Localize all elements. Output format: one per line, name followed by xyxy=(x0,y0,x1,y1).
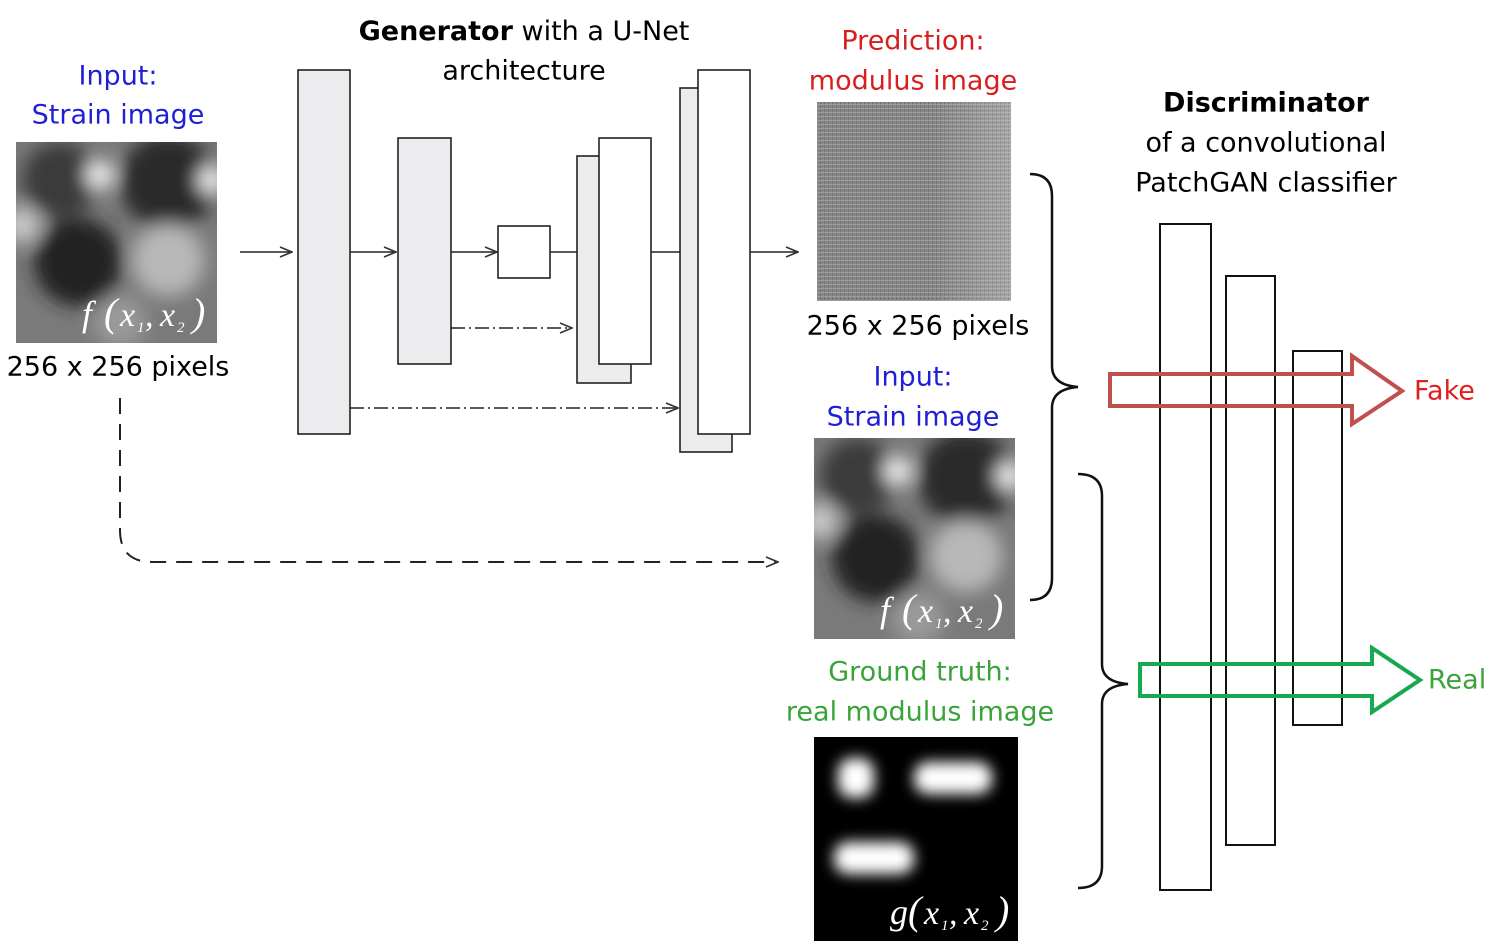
discriminator-layers xyxy=(1159,223,1343,891)
input2-formula-lparen: ( xyxy=(902,586,918,631)
generator-title-bold: Generator xyxy=(359,16,514,47)
input2-formula-comma: , xyxy=(943,593,952,630)
fake-pair-brace xyxy=(1029,172,1079,602)
gt-formula-sub2: 2 xyxy=(981,918,989,934)
input2-strain-image: f ( x 1 , x 2 ) xyxy=(814,438,1015,639)
prediction-label-line1: Prediction: xyxy=(841,26,984,57)
gt-formula-g: g xyxy=(890,892,908,932)
generator-title-line2: architecture xyxy=(442,56,605,87)
discriminator-title-line3: PatchGAN classifier xyxy=(1135,168,1397,199)
input-label-line1: Input: xyxy=(78,61,157,92)
input-formula-x1: x xyxy=(119,297,135,334)
real-pair-brace xyxy=(1077,472,1129,890)
gt-formula-sub1: 1 xyxy=(941,918,949,934)
discriminator-title-bold: Discriminator xyxy=(1163,88,1370,119)
input2-label-line2: Strain image xyxy=(827,402,1000,433)
fake-output-arrow xyxy=(1108,352,1406,428)
bottleneck-block xyxy=(497,225,551,279)
gt-formula-x2: x xyxy=(963,895,979,932)
prediction-size-caption: 256 x 256 pixels xyxy=(807,311,1030,342)
input2-formula-rparen: ) xyxy=(988,586,1003,631)
gt-formula-x1: x xyxy=(923,895,939,932)
disc-layer-1 xyxy=(1159,223,1212,891)
real-output-arrow xyxy=(1138,644,1424,716)
encoder-block-1 xyxy=(297,69,351,435)
input2-formula-sub1: 1 xyxy=(935,616,943,632)
real-label: Real xyxy=(1428,665,1486,696)
gt-formula-rparen: ) xyxy=(994,888,1009,933)
input-formula-rparen: ) xyxy=(190,290,205,335)
input-formula-x2: x xyxy=(159,297,175,334)
generator-unet xyxy=(240,69,798,453)
disc-layer-2 xyxy=(1225,275,1276,846)
input-formula-sub2: 2 xyxy=(177,320,185,336)
input-formula-comma: , xyxy=(145,297,154,334)
input-copy-dashed-arrow xyxy=(119,398,778,562)
fake-label: Fake xyxy=(1414,376,1475,407)
decoder-block-1 xyxy=(697,69,751,435)
generator-title: Generator with a U-Net xyxy=(359,16,690,47)
gt-formula-comma: , xyxy=(949,895,958,932)
ground-truth-label-line2: real modulus image xyxy=(786,697,1054,728)
input-formula-sub1: 1 xyxy=(137,320,145,336)
input2-formula-x2: x xyxy=(957,593,973,630)
discriminator-title-line2: of a convolutional xyxy=(1145,128,1386,159)
input-size-caption: 256 x 256 pixels xyxy=(7,352,230,383)
prediction-label-line2: modulus image xyxy=(809,66,1017,97)
input-strain-image: f ( x 1 , x 2 ) xyxy=(16,142,217,343)
ground-truth-modulus-image: g ( x 1 , x 2 ) xyxy=(814,737,1018,941)
ground-truth-label-line1: Ground truth: xyxy=(828,657,1012,688)
input2-formula-x1: x xyxy=(917,593,933,630)
input-label-line2: Strain image xyxy=(32,100,205,131)
generator-title-rest: with a U-Net xyxy=(513,16,689,47)
input-formula-lparen: ( xyxy=(104,290,120,335)
input2-label-line1: Input: xyxy=(873,362,952,393)
decoder-block-2 xyxy=(598,137,652,365)
encoder-block-2 xyxy=(397,137,452,365)
prediction-modulus-image xyxy=(817,102,1011,301)
gt-formula-lparen: ( xyxy=(908,888,924,933)
input2-formula-sub2: 2 xyxy=(975,616,983,632)
